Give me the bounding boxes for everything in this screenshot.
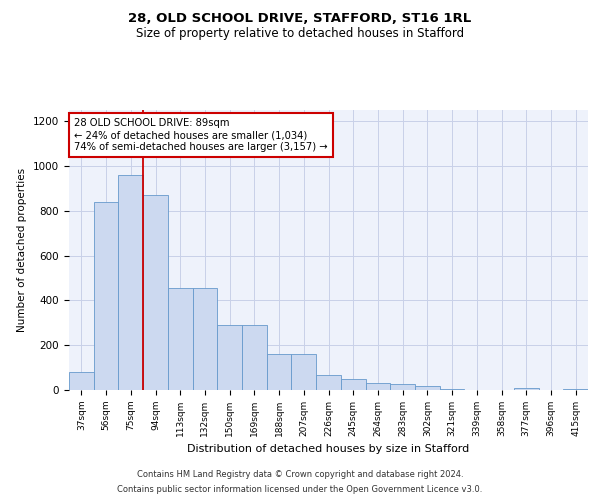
Bar xyxy=(341,379,365,390)
Text: 28, OLD SCHOOL DRIVE, STAFFORD, ST16 1RL: 28, OLD SCHOOL DRIVE, STAFFORD, ST16 1RL xyxy=(128,12,472,26)
Text: Size of property relative to detached houses in Stafford: Size of property relative to detached ho… xyxy=(136,28,464,40)
Bar xyxy=(365,384,390,390)
Bar xyxy=(390,384,415,390)
Bar xyxy=(69,372,94,390)
Bar xyxy=(440,389,464,390)
Bar xyxy=(217,325,242,390)
Bar xyxy=(242,325,267,390)
Bar xyxy=(415,386,440,390)
Bar xyxy=(94,202,118,390)
X-axis label: Distribution of detached houses by size in Stafford: Distribution of detached houses by size … xyxy=(187,444,470,454)
Bar xyxy=(193,288,217,390)
Text: Contains HM Land Registry data © Crown copyright and database right 2024.: Contains HM Land Registry data © Crown c… xyxy=(137,470,463,479)
Text: 28 OLD SCHOOL DRIVE: 89sqm
← 24% of detached houses are smaller (1,034)
74% of s: 28 OLD SCHOOL DRIVE: 89sqm ← 24% of deta… xyxy=(74,118,328,152)
Bar xyxy=(563,389,588,390)
Bar xyxy=(514,388,539,390)
Bar xyxy=(143,195,168,390)
Bar xyxy=(267,354,292,390)
Bar xyxy=(316,376,341,390)
Text: Contains public sector information licensed under the Open Government Licence v3: Contains public sector information licen… xyxy=(118,485,482,494)
Bar xyxy=(168,288,193,390)
Bar xyxy=(118,175,143,390)
Bar xyxy=(292,354,316,390)
Y-axis label: Number of detached properties: Number of detached properties xyxy=(17,168,28,332)
